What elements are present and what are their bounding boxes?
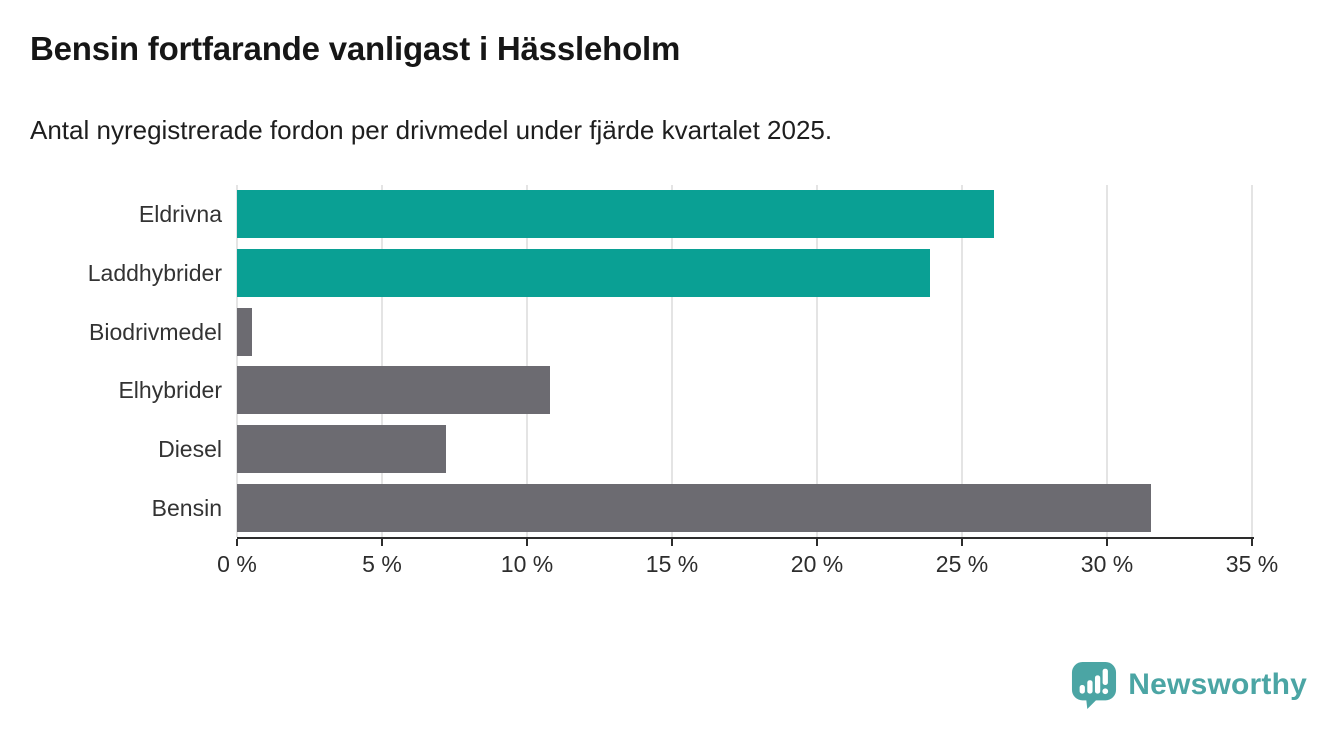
- x-axis-line: [237, 537, 1254, 539]
- category-label: Bensin: [151, 494, 222, 521]
- bar-biodrivmedel: [237, 307, 252, 356]
- newsworthy-logo: Newsworthy: [1071, 662, 1307, 709]
- bar-laddhybrider: [237, 249, 931, 297]
- gridline: [236, 185, 238, 537]
- x-tick-label: 5 %: [362, 551, 402, 577]
- bar-elhybrider: [237, 366, 551, 415]
- bar-diesel: [237, 425, 446, 473]
- x-tick-label: 35 %: [1225, 551, 1279, 577]
- x-tick: [671, 539, 673, 546]
- x-tick: [816, 539, 818, 546]
- gridline: [526, 185, 528, 537]
- plot-area: [236, 185, 1253, 537]
- category-label: Laddhybrider: [87, 260, 222, 286]
- x-tick: [1251, 539, 1253, 546]
- category-label: Eldrivna: [138, 201, 222, 228]
- x-tick-label: 15 %: [645, 551, 699, 577]
- gridline: [1251, 185, 1253, 537]
- gridline: [816, 185, 818, 537]
- x-tick-label: 10 %: [500, 551, 554, 577]
- newsworthy-logo-text: Newsworthy: [1128, 668, 1307, 701]
- y-axis-labels: Eldrivna Laddhybrider Biodrivmedel Elhybrid…: [0, 185, 222, 537]
- gridline: [961, 185, 963, 537]
- category-label: Biodrivmedel: [89, 318, 222, 345]
- newsworthy-logo-icon: [1072, 662, 1117, 709]
- gridline: [1106, 185, 1108, 537]
- x-tick: [1106, 539, 1108, 546]
- x-tick-label: 30 %: [1080, 551, 1134, 577]
- x-tick: [526, 539, 528, 546]
- gridline: [671, 185, 673, 537]
- x-tick-label: 20 %: [790, 551, 844, 577]
- chart-subtitle: Antal nyregistrerade fordon per drivmede…: [30, 115, 833, 145]
- bar-eldrivna: [237, 190, 994, 239]
- category-label: Diesel: [158, 436, 222, 462]
- chart-title: Bensin fortfarande vanligast i Hässlehol…: [30, 30, 681, 67]
- bar-bensin: [237, 483, 1151, 532]
- x-tick: [236, 539, 238, 546]
- gridline: [381, 185, 383, 537]
- x-tick: [381, 539, 383, 546]
- category-label: Elhybrider: [118, 377, 222, 404]
- x-tick-label: 0 %: [217, 551, 257, 577]
- x-tick-label: 25 %: [935, 551, 989, 577]
- x-tick: [961, 539, 963, 546]
